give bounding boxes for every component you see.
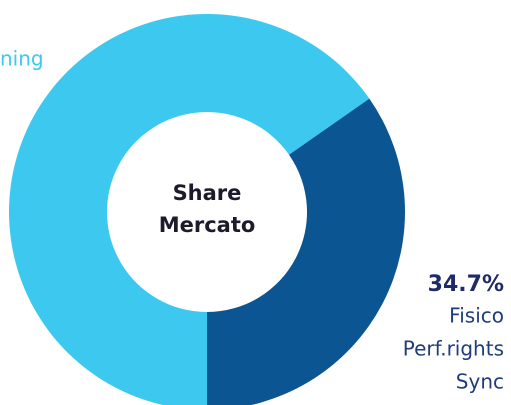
segment-label: ning [0,47,44,71]
segment-label: Sync [456,370,504,394]
center-title: Mercato [159,213,256,237]
donut-segment [207,98,405,405]
segment-label: Fisico [449,304,504,328]
segment-value-label: 34.7% [428,272,504,297]
center-title: Share [173,181,242,205]
donut-segment [9,14,370,405]
segment-label: Perf.rights [403,337,504,361]
